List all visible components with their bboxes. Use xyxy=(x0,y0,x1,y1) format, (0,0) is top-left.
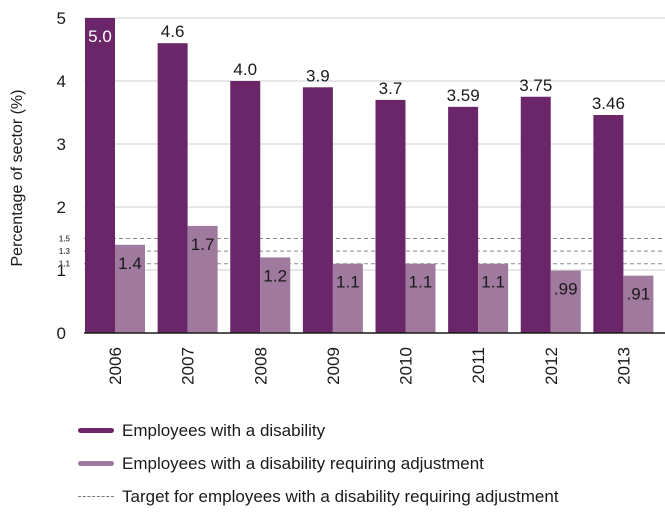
data-label: 4.0 xyxy=(233,60,257,79)
bar-disability xyxy=(230,81,261,333)
target-label: 1.1 xyxy=(59,260,71,269)
x-tick-label: 2009 xyxy=(324,347,343,385)
bar-disability xyxy=(157,43,188,333)
data-label: 3.9 xyxy=(306,66,330,85)
legend-label-disability: Employees with a disability xyxy=(122,420,326,440)
bar-adjustment xyxy=(332,263,363,333)
legend-swatch-target xyxy=(78,496,114,497)
x-tick-label: 2013 xyxy=(614,347,633,385)
data-label: 3.59 xyxy=(447,86,480,105)
data-label: 1.1 xyxy=(336,273,360,292)
y-tick-label: 1 xyxy=(57,261,66,280)
bar-adjustment xyxy=(405,263,436,333)
data-label: 1.7 xyxy=(191,235,215,254)
legend-swatch-adjustment xyxy=(78,461,114,466)
data-label: 3.75 xyxy=(519,76,552,95)
bar-disability xyxy=(85,18,115,333)
data-label: 1.4 xyxy=(118,254,142,273)
x-tick-label: 2007 xyxy=(179,347,198,385)
x-tick-label: 2008 xyxy=(251,347,270,385)
target-label: 1.5 xyxy=(59,235,71,244)
legend-swatch-disability xyxy=(78,428,114,433)
legend-item-target: Target for employees with a disability r… xyxy=(78,480,559,513)
y-tick-label: 0 xyxy=(57,324,66,343)
data-label: 1.1 xyxy=(409,273,433,292)
bar-disability xyxy=(302,87,333,333)
data-label: 3.46 xyxy=(592,94,625,113)
data-label: .99 xyxy=(554,280,578,299)
legend-item-disability: Employees with a disability xyxy=(78,414,559,447)
legend: Employees with a disability Employees wi… xyxy=(78,414,559,513)
y-tick-label: 3 xyxy=(57,135,66,154)
data-label: 3.7 xyxy=(379,79,403,98)
target-label: 1.3 xyxy=(59,247,71,256)
x-tick-label: 2006 xyxy=(106,347,125,385)
legend-item-adjustment: Employees with a disability requiring ad… xyxy=(78,447,559,480)
y-axis-label: Percentage of sector (%) xyxy=(9,90,26,267)
data-label: 1.2 xyxy=(263,266,287,285)
bar-disability xyxy=(375,99,406,334)
legend-label-target: Target for employees with a disability r… xyxy=(122,486,559,506)
data-label: 1.1 xyxy=(481,273,505,292)
bar-disability xyxy=(593,115,624,334)
bar-adjustment xyxy=(478,263,509,333)
bar-adjustment xyxy=(187,225,218,333)
x-tick-label: 2010 xyxy=(397,347,416,385)
bar-adjustment xyxy=(115,244,145,333)
data-label: 4.6 xyxy=(161,22,185,41)
y-tick-label: 5 xyxy=(57,9,66,28)
bar-chart: Percentage of sector (%) 5.0 1.4 4.6 1.7 4.0… xyxy=(9,9,665,385)
bar-adjustment xyxy=(550,270,581,333)
x-tick-label: 2012 xyxy=(542,347,561,385)
bar-disability xyxy=(520,96,551,333)
bar-adjustment xyxy=(260,257,291,333)
y-tick-label: 4 xyxy=(57,72,66,91)
data-label: .91 xyxy=(627,285,651,304)
data-label: 5.0 xyxy=(88,27,112,46)
bar-disability xyxy=(448,106,479,333)
bar-adjustment xyxy=(623,275,654,333)
x-tick-label: 2011 xyxy=(469,347,488,384)
legend-label-adjustment: Employees with a disability requiring ad… xyxy=(122,453,484,473)
y-tick-label: 2 xyxy=(57,198,66,217)
